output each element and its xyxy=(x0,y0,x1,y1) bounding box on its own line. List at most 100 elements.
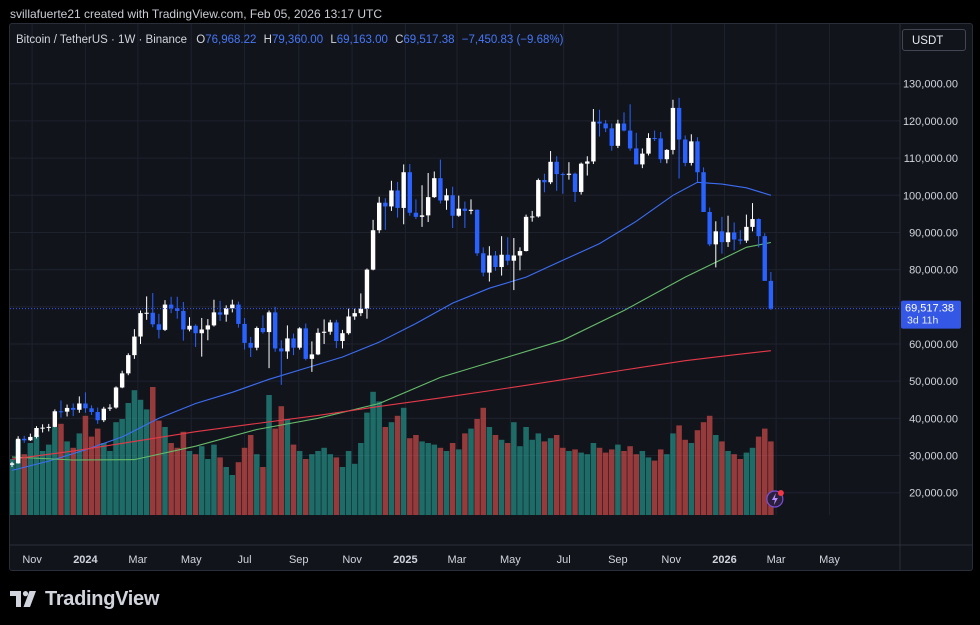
volume-bar xyxy=(523,427,529,515)
volume-bar xyxy=(566,451,572,515)
candle-body xyxy=(499,254,504,268)
candle-body xyxy=(487,255,492,273)
volume-bar xyxy=(688,443,695,515)
volume-bar xyxy=(664,454,670,515)
volume-bar xyxy=(137,399,144,515)
candle-body xyxy=(132,336,137,356)
volume-bar xyxy=(162,427,168,515)
volume-bar xyxy=(266,395,272,515)
candle-body xyxy=(481,253,486,273)
volume-bar xyxy=(223,467,229,515)
candle-body xyxy=(450,195,455,216)
candle-body xyxy=(95,412,100,421)
candle-body xyxy=(762,236,767,281)
volume-bar xyxy=(700,422,707,515)
volume-bar xyxy=(762,428,768,515)
volume-bar xyxy=(713,435,719,515)
volume-bar xyxy=(480,407,486,515)
volume-bar xyxy=(517,446,523,515)
time-tick-label: Jul xyxy=(238,554,252,566)
volume-bar xyxy=(284,419,291,515)
volume-bar xyxy=(731,454,737,515)
volume-bars xyxy=(10,387,774,515)
candle-body xyxy=(28,436,33,441)
volume-bar xyxy=(241,447,248,515)
candle-body xyxy=(46,426,51,428)
volume-bar xyxy=(113,422,119,515)
candlestick-chart[interactable]: 20,000.00 30,000.00 40,000.00 50,000.00 60,0… xyxy=(10,24,972,570)
volume-bar xyxy=(394,415,401,515)
candle-body xyxy=(621,123,627,131)
candle-body xyxy=(664,149,670,160)
volume-bar xyxy=(694,430,701,515)
candle-body xyxy=(438,178,443,201)
volume-bar xyxy=(400,407,407,515)
candle-body xyxy=(334,322,339,342)
change-value: −7,450.83 (−9.68%) xyxy=(461,34,564,46)
volume-bar xyxy=(382,427,389,515)
candle-body xyxy=(658,138,663,160)
volume-bar xyxy=(407,438,413,515)
currency-button[interactable]: USDT xyxy=(902,29,966,51)
volume-bar xyxy=(33,435,40,515)
time-tick-label: Mar xyxy=(448,554,467,566)
time-tick-label: 2024 xyxy=(73,554,98,566)
candle-body xyxy=(707,212,712,245)
candle-body xyxy=(107,407,113,409)
volume-bar xyxy=(315,451,321,515)
volume-bar xyxy=(413,435,419,515)
high-value: 79,360.00 xyxy=(271,34,324,46)
volume-bar xyxy=(749,447,756,515)
time-tick-label: Mar xyxy=(128,554,147,566)
volume-bar xyxy=(486,427,493,515)
volume-bar xyxy=(125,403,132,515)
volume-bar xyxy=(584,454,591,515)
candle-body xyxy=(58,411,64,413)
volume-bar xyxy=(755,436,762,515)
candle-body xyxy=(34,428,39,437)
volume-bar xyxy=(743,452,750,515)
volume-bar xyxy=(511,422,517,515)
candle-body xyxy=(205,325,211,330)
volume-bar xyxy=(449,443,456,515)
price-tick-label: 30,000.00 xyxy=(909,451,958,463)
volume-bar xyxy=(425,443,431,515)
candle-body xyxy=(71,407,76,410)
tradingview-logo-icon xyxy=(10,591,36,607)
lightning-bolt xyxy=(771,493,778,505)
volume-bar xyxy=(541,441,548,515)
low-value: 69,163.00 xyxy=(336,34,388,46)
candle-body xyxy=(493,255,498,268)
volume-bar xyxy=(101,443,107,515)
volume-bar xyxy=(498,439,505,515)
moving-average-red xyxy=(11,350,771,460)
time-tick-label: Nov xyxy=(342,554,362,566)
volume-bar xyxy=(15,439,21,515)
candle-body xyxy=(603,123,608,129)
last-price-label: 69,517.38 xyxy=(905,303,954,315)
volume-bar xyxy=(327,454,333,515)
time-tick-label: Sep xyxy=(608,554,628,566)
volume-bar xyxy=(388,422,395,515)
volume-bar xyxy=(590,443,597,515)
time-tick-label: May xyxy=(500,554,521,566)
candle-body xyxy=(224,308,229,315)
chart-panel[interactable]: 20,000.00 30,000.00 40,000.00 50,000.00 60,0… xyxy=(9,23,973,571)
candle-body xyxy=(272,312,278,349)
volume-bar xyxy=(21,454,27,515)
symbol-title[interactable]: Bitcoin / TetherUS · 1W · Binance xyxy=(16,34,188,46)
volume-bar xyxy=(492,435,499,515)
volume-bar xyxy=(107,451,113,515)
candle-body xyxy=(138,313,143,337)
candle-body xyxy=(383,202,388,207)
candle-body xyxy=(297,328,302,348)
candle-body xyxy=(634,148,639,165)
price-tick-label: 20,000.00 xyxy=(909,488,958,500)
candle-body xyxy=(652,138,657,140)
candle-body xyxy=(456,208,461,216)
volume-bar xyxy=(278,406,285,515)
volume-bar xyxy=(431,444,438,515)
moving-average-blue xyxy=(11,181,772,471)
volume-bar xyxy=(272,428,278,515)
candles xyxy=(10,97,774,468)
